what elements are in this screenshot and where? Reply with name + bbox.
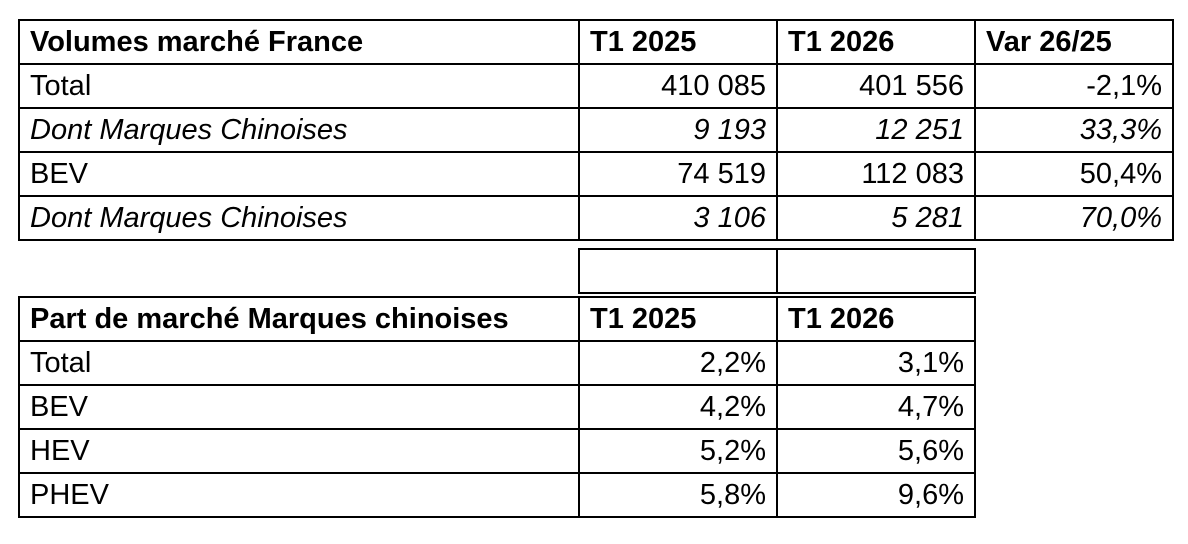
share-header-row: Part de marché Marques chinoises T1 2025…	[18, 296, 976, 342]
row-label: BEV	[18, 384, 580, 430]
row-label: Total	[18, 63, 580, 109]
header-cell: Var 26/25	[974, 19, 1174, 65]
row-label: Total	[18, 340, 580, 386]
volumes-header-row: Volumes marché France T1 2025 T1 2026 Va…	[18, 19, 1174, 65]
value-cell: 70,0%	[974, 195, 1174, 241]
header-cell: T1 2025	[578, 19, 778, 65]
value-cell: 3 106	[578, 195, 778, 241]
empty-cell	[776, 248, 976, 294]
row-label: Dont Marques Chinoises	[18, 195, 580, 241]
value-cell: 74 519	[578, 151, 778, 197]
value-cell: 5,6%	[776, 428, 976, 474]
value-cell: 50,4%	[974, 151, 1174, 197]
empty-spacer-row	[578, 248, 976, 294]
table-row: BEV 74 519 112 083 50,4%	[18, 151, 1174, 197]
empty-cell	[578, 248, 778, 294]
table-row: Dont Marques Chinoises 9 193 12 251 33,3…	[18, 107, 1174, 153]
value-cell: 33,3%	[974, 107, 1174, 153]
value-cell: 12 251	[776, 107, 976, 153]
value-cell: 5,2%	[578, 428, 778, 474]
value-cell: 3,1%	[776, 340, 976, 386]
value-cell: 2,2%	[578, 340, 778, 386]
table-row: BEV 4,2% 4,7%	[18, 384, 976, 430]
value-cell: 4,2%	[578, 384, 778, 430]
value-cell: 5,8%	[578, 472, 778, 518]
header-cell: Volumes marché France	[18, 19, 580, 65]
value-cell: 112 083	[776, 151, 976, 197]
row-label: BEV	[18, 151, 580, 197]
header-cell: Part de marché Marques chinoises	[18, 296, 580, 342]
table-row: Dont Marques Chinoises 3 106 5 281 70,0%	[18, 195, 1174, 241]
table-row: Total 2,2% 3,1%	[18, 340, 976, 386]
volumes-table: Volumes marché France T1 2025 T1 2026 Va…	[18, 19, 1174, 241]
value-cell: 4,7%	[776, 384, 976, 430]
header-cell: T1 2025	[578, 296, 778, 342]
row-label: Dont Marques Chinoises	[18, 107, 580, 153]
value-cell: 410 085	[578, 63, 778, 109]
value-cell: 401 556	[776, 63, 976, 109]
header-cell: T1 2026	[776, 19, 976, 65]
row-label: PHEV	[18, 472, 580, 518]
header-cell: T1 2026	[776, 296, 976, 342]
value-cell: -2,1%	[974, 63, 1174, 109]
market-share-table: Part de marché Marques chinoises T1 2025…	[18, 296, 976, 518]
table-row: Total 410 085 401 556 -2,1%	[18, 63, 1174, 109]
value-cell: 9 193	[578, 107, 778, 153]
value-cell: 9,6%	[776, 472, 976, 518]
row-label: HEV	[18, 428, 580, 474]
table-row: PHEV 5,8% 9,6%	[18, 472, 976, 518]
value-cell: 5 281	[776, 195, 976, 241]
table-row: HEV 5,2% 5,6%	[18, 428, 976, 474]
